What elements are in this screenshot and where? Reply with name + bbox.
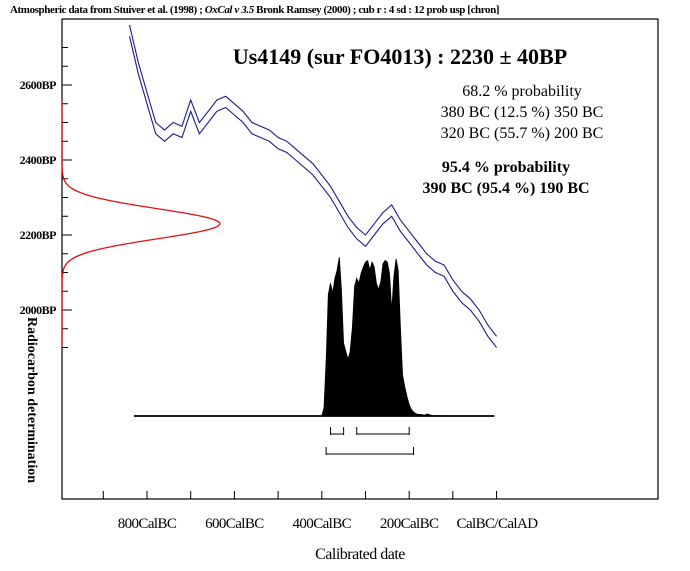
- y-tick-label: 2400BP: [20, 153, 57, 167]
- x-tick-label: 800CalBC: [118, 516, 177, 532]
- calibrated-distribution: [133, 257, 495, 417]
- p68-heading: 68.2 % probability: [462, 83, 582, 100]
- distribution-area: [321, 257, 453, 417]
- p95-heading: 95.4 % probability: [442, 159, 570, 176]
- radiocarbon-measurement: [61, 100, 221, 348]
- chart-title: Us4149 (sur FO4013) : 2230 ± 40BP: [233, 44, 567, 69]
- y-tick-label: 2200BP: [20, 228, 57, 242]
- y-tick-label: 2600BP: [20, 78, 57, 92]
- calibration-curve-upper: [128, 24, 498, 337]
- plot-frame: [61, 18, 659, 500]
- p68-range-1: 380 BC (12.5 %) 350 BC: [441, 104, 604, 121]
- y-tick-label: 2000BP: [20, 303, 57, 317]
- x-tick-label: 400CalBC: [293, 516, 352, 532]
- x-tick-label: 600CalBC: [205, 516, 264, 532]
- calibration-curve-lower: [128, 36, 498, 348]
- probability-range-brackets: [325, 427, 415, 455]
- header-text: Atmospheric data from Stuiver et al. (19…: [10, 4, 499, 16]
- x-tick-label: 200CalBC: [380, 516, 439, 532]
- x-axis-title: Calibrated date: [315, 546, 405, 563]
- p95-range-1: 390 BC (95.4 %) 190 BC: [422, 180, 589, 197]
- p68-range-2: 320 BC (55.7 %) 200 BC: [441, 125, 604, 142]
- calibration-curve: [128, 24, 498, 348]
- y-axis-title: Radiocarbon determination: [24, 317, 39, 483]
- x-tick-label: CalBC/CalAD: [457, 516, 539, 532]
- y-axis: 2000BP 2200BP 2400BP 2600BP: [20, 47, 72, 348]
- x-axis: 800CalBC 600CalBC 400CalBC 200CalBC CalBC/Ca…: [102, 491, 539, 532]
- measurement-curve: [61, 100, 221, 348]
